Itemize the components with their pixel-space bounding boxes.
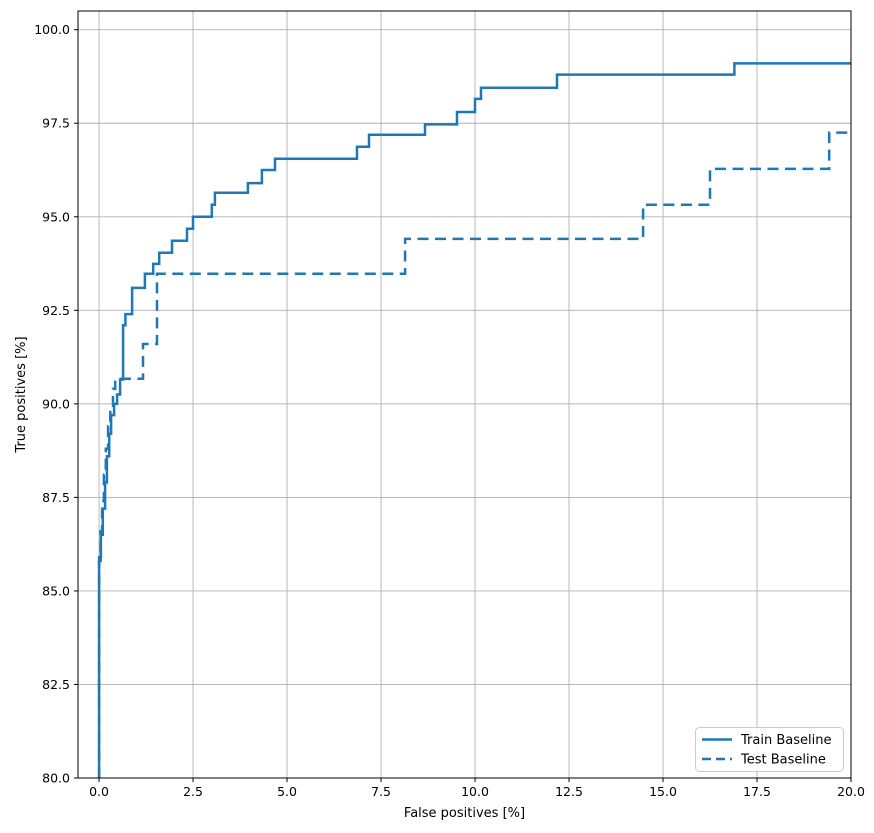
legend-label-test-baseline: Test Baseline [740,753,826,768]
test-baseline-line [97,131,851,778]
y-tick-label: 82.5 [42,677,70,692]
x-axis-label: False positives [%] [404,806,525,821]
x-tick-label: 15.0 [649,784,677,799]
legend-label-train-baseline: Train Baseline [740,733,831,748]
x-tick-label: 10.0 [461,784,489,799]
y-tick-label: 100.0 [34,22,70,37]
x-tick-label: 5.0 [277,784,297,799]
y-tick-label: 97.5 [42,116,70,131]
legend-box [695,727,844,772]
y-tick-label: 95.0 [42,209,70,224]
plot-border [77,10,852,779]
x-tick-label: 12.5 [555,784,583,799]
x-tick-label: 2.5 [183,784,203,799]
x-tick-label: 7.5 [371,784,391,799]
y-tick-label: 90.0 [42,396,70,411]
train-baseline-line [97,62,851,778]
y-axis-label: True positives [%] [14,336,29,453]
y-tick-label: 85.0 [42,583,70,598]
gridlines [78,11,852,779]
x-tick-label: 17.5 [743,784,771,799]
x-tick-label: 0.0 [89,784,109,799]
y-tick-label: 92.5 [42,303,70,318]
x-tick-label: 20.0 [837,784,865,799]
y-tick-label: 80.0 [42,771,70,786]
y-tick-label: 87.5 [42,490,70,505]
legend: Train Baseline Test Baseline [695,727,844,772]
